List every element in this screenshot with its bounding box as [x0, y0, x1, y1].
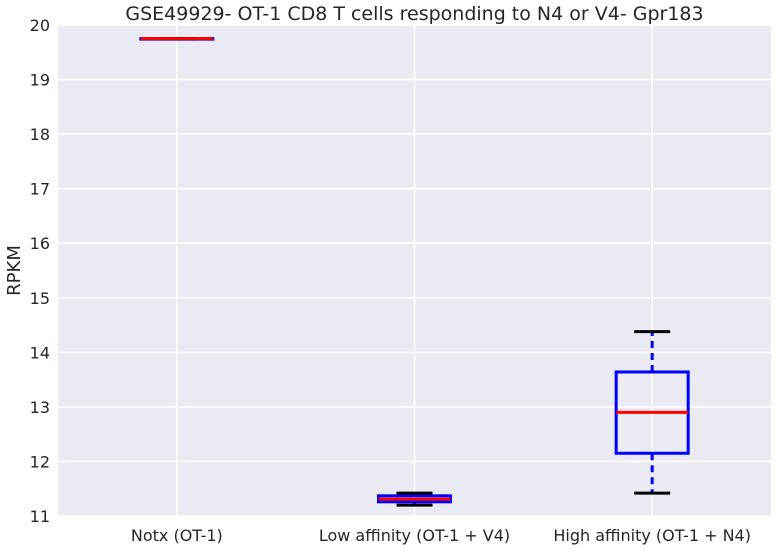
- y-tick-label: 18: [30, 125, 50, 144]
- x-tick-label: Low affinity (OT-1 + V4): [319, 526, 510, 545]
- y-tick-label: 16: [30, 234, 50, 253]
- box-series: [139, 37, 690, 507]
- y-tick-label: 13: [30, 398, 50, 417]
- x-tick-labels: Notx (OT-1) Low affinity (OT-1 + V4) High …: [131, 526, 751, 545]
- x-tick-label: Notx (OT-1): [131, 526, 223, 545]
- grid-lines: [58, 24, 771, 517]
- y-tick-label: 15: [30, 289, 50, 308]
- box-plot-item: [139, 37, 215, 41]
- box-plot-item: [377, 491, 452, 507]
- y-tick-label: 17: [30, 180, 50, 199]
- y-tick-label: 11: [30, 507, 50, 526]
- y-axis-label: RPKM: [4, 245, 25, 296]
- y-tick-label: 19: [30, 71, 50, 90]
- y-tick-label: 20: [30, 16, 50, 35]
- chart-title: GSE49929- OT-1 CD8 T cells responding to…: [125, 3, 703, 25]
- y-tick-label: 12: [30, 452, 50, 471]
- x-tick-label: High affinity (OT-1 + N4): [553, 526, 751, 545]
- y-tick-label: 14: [30, 343, 50, 362]
- y-tick-labels: 11 12 13 14 15 16 17 18 19 20: [30, 16, 50, 526]
- box-plot-item: [614, 330, 690, 495]
